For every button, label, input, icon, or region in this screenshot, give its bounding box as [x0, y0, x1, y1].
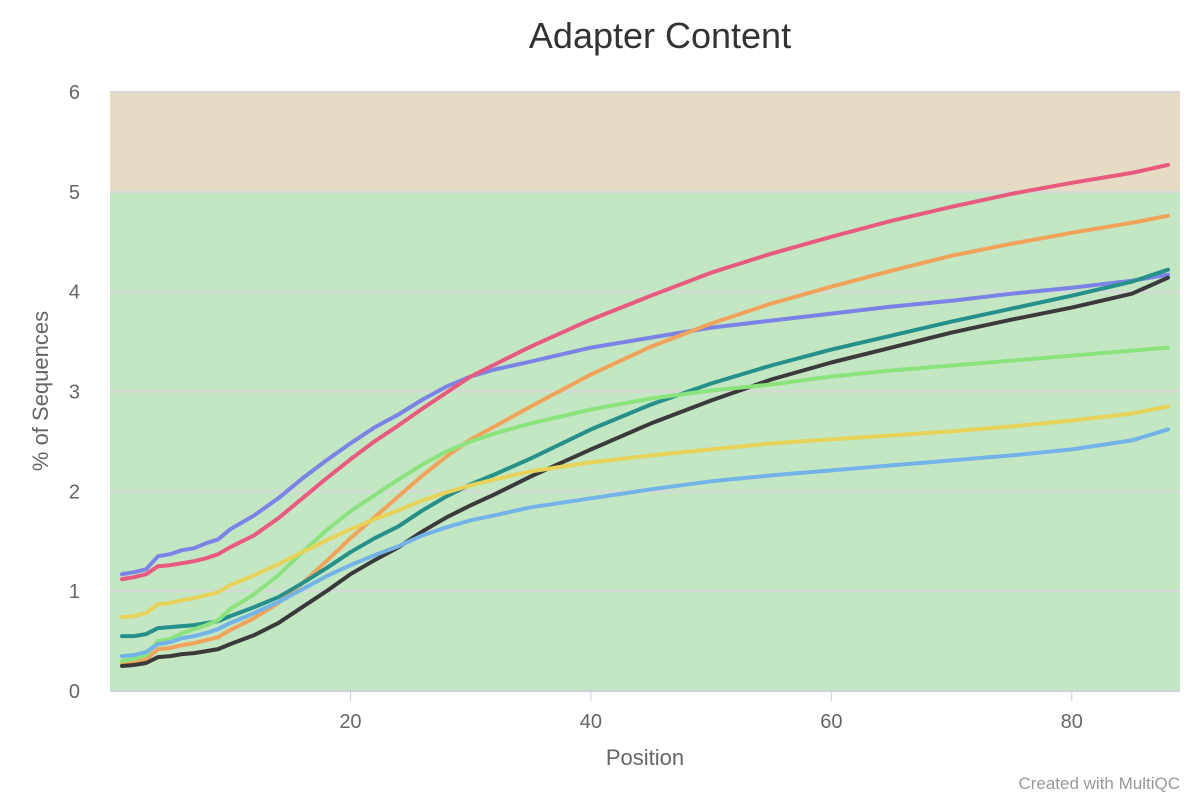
axes: 0 1 2 3 4 5 6 20 40 60 80 — [69, 82, 1180, 733]
y-tick-label: 0 — [69, 681, 80, 703]
chart-title: Adapter Content — [529, 15, 791, 56]
x-tick-label: 20 — [339, 711, 361, 733]
series-lines — [120, 162, 1170, 668]
x-tick-label: 80 — [1061, 711, 1083, 733]
y-tick-label: 1 — [69, 581, 80, 603]
series-line-2[interactable] — [120, 162, 1170, 582]
threshold-bands — [110, 92, 1180, 692]
y-tick-label: 4 — [69, 282, 80, 304]
x-tick-label: 60 — [820, 711, 842, 733]
band-1 — [110, 92, 1180, 192]
credit-link[interactable]: Created with MultiQC — [1018, 774, 1180, 793]
series-line-7[interactable] — [120, 404, 1170, 620]
x-axis-label: Position — [606, 745, 684, 770]
series-line-1[interactable] — [120, 272, 1170, 577]
series-line-3[interactable] — [120, 213, 1170, 665]
x-tick-label: 40 — [580, 711, 602, 733]
y-axis-label: % of Sequences — [28, 311, 53, 471]
y-tick-label: 6 — [69, 82, 80, 104]
series-line-4[interactable] — [120, 267, 1170, 639]
y-tick-label: 5 — [69, 182, 80, 204]
series-line-6[interactable] — [120, 345, 1170, 663]
band-0 — [110, 191, 1180, 692]
y-tick-label: 3 — [69, 382, 80, 404]
series-line-8[interactable] — [120, 427, 1170, 659]
y-tick-label: 2 — [69, 481, 80, 503]
